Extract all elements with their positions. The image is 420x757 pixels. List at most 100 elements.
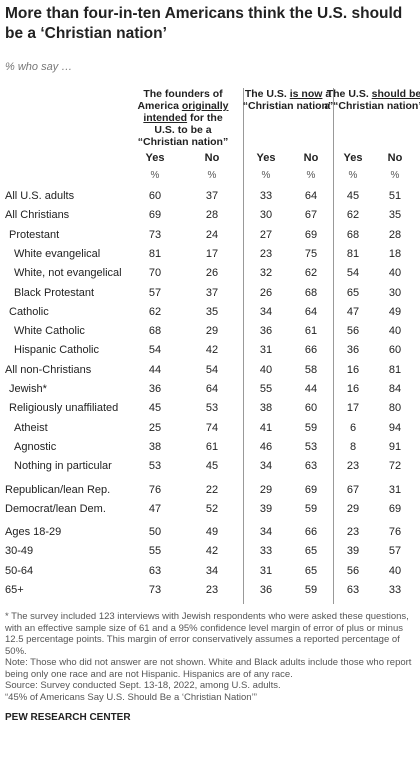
- source: PEW RESEARCH CENTER: [5, 712, 131, 724]
- table-cell: 18: [388, 247, 402, 260]
- subtitle: % who say …: [5, 61, 73, 73]
- table-cell: 36: [346, 344, 360, 357]
- table-cell: 47: [346, 305, 360, 318]
- table-cell: 50: [148, 526, 162, 539]
- column-header: Yes: [343, 152, 363, 164]
- table-cell: 69: [388, 502, 402, 515]
- table-cell: 91: [388, 440, 402, 453]
- row-label: Ages 18-29: [5, 526, 62, 539]
- table-cell: 31: [388, 483, 402, 496]
- table-cell: 45: [205, 460, 219, 473]
- row-label: Protestant: [9, 228, 60, 241]
- table-cell: 38: [148, 440, 162, 453]
- table-cell: 65: [304, 564, 318, 577]
- column-group-header: The founders of America originally inten…: [133, 88, 233, 148]
- table-cell: 72: [388, 460, 402, 473]
- table-cell: 38: [259, 402, 273, 415]
- table-cell: 55: [259, 383, 273, 395]
- footnote: Source: Survey conducted Sept. 13-18, 20…: [5, 680, 281, 692]
- table-cell: 68: [304, 286, 318, 299]
- table-cell: 28: [205, 209, 219, 222]
- table-cell: 81: [148, 247, 162, 260]
- table-cell: 73: [148, 228, 162, 241]
- unit-label: %: [261, 170, 271, 181]
- table-cell: 26: [205, 267, 219, 280]
- footnote: Note: Those who did not answer are not s…: [5, 657, 412, 680]
- table-cell: 39: [259, 502, 273, 515]
- table-cell: 62: [346, 209, 360, 222]
- table-cell: 61: [304, 325, 318, 338]
- table-cell: 61: [205, 440, 219, 453]
- table-cell: 59: [304, 502, 318, 515]
- table-cell: 34: [205, 564, 219, 577]
- table-cell: 62: [148, 305, 162, 318]
- table-cell: 65: [346, 286, 360, 299]
- table-cell: 30: [259, 209, 273, 222]
- table-cell: 60: [388, 344, 402, 357]
- header-part: The U.S.: [244, 88, 290, 100]
- header-part: The founders of America: [137, 88, 223, 112]
- table-cell: 6: [349, 421, 357, 434]
- footnote: * The survey included 123 interviews wit…: [5, 611, 409, 657]
- table-cell: 59: [304, 421, 318, 434]
- table-cell: 54: [148, 344, 162, 357]
- table-cell: 35: [388, 209, 402, 222]
- divider: [243, 88, 244, 604]
- row-label: Catholic: [9, 305, 49, 318]
- table-cell: 44: [304, 383, 318, 395]
- table-cell: 33: [259, 545, 273, 558]
- column-header: No: [387, 152, 403, 164]
- table-cell: 94: [388, 421, 402, 434]
- table-cell: 36: [259, 584, 273, 596]
- table-cell: 34: [259, 305, 273, 318]
- row-label: 50-64: [5, 564, 34, 577]
- table-cell: 45: [346, 190, 360, 202]
- table-cell: 39: [346, 545, 360, 558]
- table-cell: 41: [259, 421, 273, 434]
- column-header: No: [204, 152, 220, 164]
- table-cell: 42: [205, 545, 219, 558]
- table-cell: 29: [346, 502, 360, 515]
- table-cell: 53: [304, 440, 318, 453]
- table-cell: 29: [205, 325, 219, 338]
- table-cell: 58: [304, 363, 318, 376]
- footnote: “45% of Americans Say U.S. Should Be a ‘…: [5, 692, 257, 704]
- table-cell: 42: [205, 344, 219, 357]
- table-cell: 47: [148, 502, 162, 515]
- table-cell: 52: [205, 502, 219, 515]
- table-cell: 16: [346, 383, 360, 395]
- row-label: Republican/lean Rep.: [5, 483, 111, 496]
- table-cell: 76: [388, 526, 402, 539]
- table-cell: 24: [205, 228, 219, 241]
- table-cell: 80: [388, 402, 402, 415]
- table-cell: 74: [205, 421, 219, 434]
- table-cell: 66: [304, 526, 318, 539]
- table-cell: 23: [259, 247, 273, 260]
- table-cell: 56: [346, 325, 360, 338]
- table-cell: 37: [205, 286, 219, 299]
- row-label: Black Protestant: [14, 286, 95, 299]
- table-cell: 64: [304, 305, 318, 318]
- column-group-header: The U.S. is now a “Christian nation”: [238, 88, 338, 112]
- table-cell: 31: [259, 564, 273, 577]
- table-cell: 69: [304, 483, 318, 496]
- table-cell: 63: [346, 584, 360, 596]
- table-cell: 46: [259, 440, 273, 453]
- table-cell: 27: [259, 228, 273, 241]
- table-cell: 31: [259, 344, 273, 357]
- table-cell: 40: [388, 325, 402, 338]
- table-cell: 32: [259, 267, 273, 280]
- column-header: Yes: [256, 152, 276, 164]
- table-cell: 22: [205, 483, 219, 496]
- title: More than four-in-ten Americans think th…: [5, 5, 403, 42]
- table-cell: 68: [346, 228, 360, 241]
- table-cell: 60: [148, 190, 162, 202]
- table-cell: 65: [304, 545, 318, 558]
- table-cell: 35: [205, 305, 219, 318]
- row-label: Religiously unaffiliated: [9, 402, 119, 415]
- table-cell: 76: [148, 483, 162, 496]
- column-header: No: [303, 152, 319, 164]
- header-underlined: originally intended: [143, 100, 229, 124]
- row-label: Jewish*: [9, 383, 47, 395]
